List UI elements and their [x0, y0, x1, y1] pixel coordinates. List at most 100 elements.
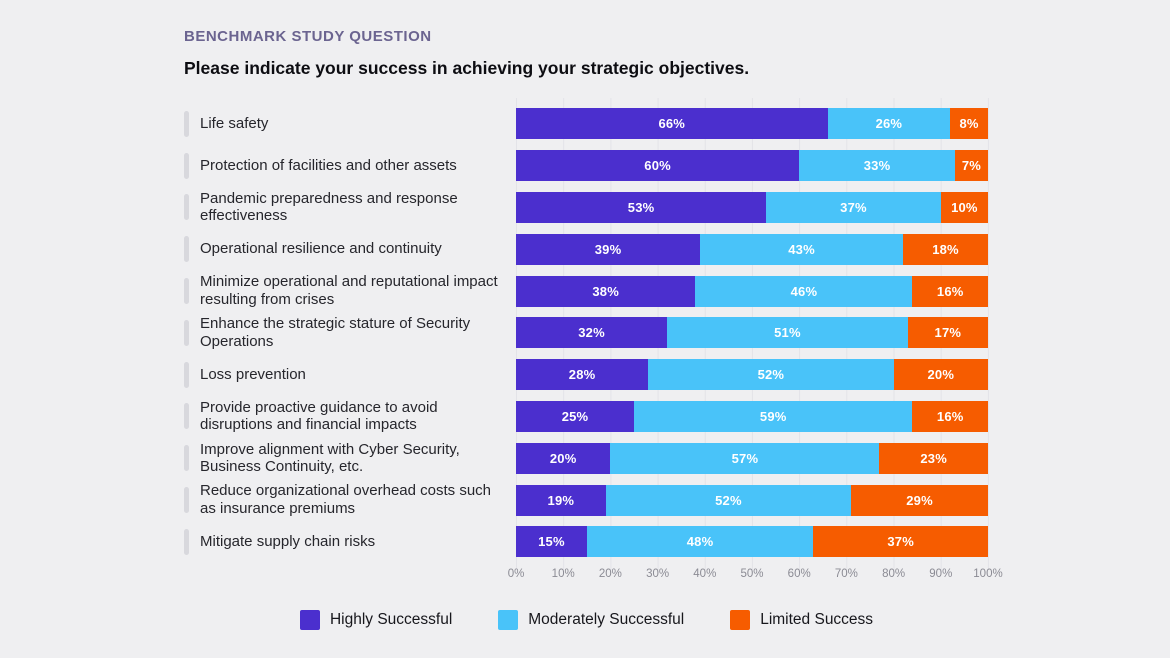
- chart-row: Life safety 66% 26% 8%: [184, 103, 989, 145]
- bar-value-label: 20%: [927, 367, 955, 383]
- bar-value-label: 46%: [790, 283, 818, 299]
- bar-value-label: 52%: [715, 492, 742, 508]
- bar-segment-limited-success: 16%: [912, 400, 988, 432]
- bar-track: 39% 43% 18%: [516, 233, 988, 265]
- eyebrow-label: BENCHMARK STUDY QUESTION: [184, 28, 432, 45]
- legend-label: Limited Success: [760, 610, 874, 628]
- chart-row: Loss prevention 28% 52% 20%: [184, 354, 989, 396]
- chart-row: Mitigate supply chain risks 15% 48% 37%: [184, 521, 989, 563]
- bar-value-label: 39%: [594, 241, 622, 257]
- bar-segment-highly-successful: 66%: [516, 108, 828, 140]
- chart-legend: Highly Successful Moderately Successful Li…: [184, 609, 989, 630]
- x-axis-tick: 0%: [507, 567, 525, 580]
- x-axis-tick: 40%: [693, 567, 717, 580]
- chart-row: Provide proactive guidance to avoid disr…: [184, 396, 989, 438]
- bar-value-label: 19%: [547, 492, 575, 508]
- bar-value-label: 18%: [932, 241, 959, 257]
- category-label-wrap: Life safety: [184, 110, 516, 137]
- bar-value-label: 17%: [934, 325, 962, 341]
- legend-item-moderately-successful: Moderately Successful: [498, 609, 685, 630]
- bar-track: 32% 51% 17%: [516, 317, 988, 349]
- category-label: Enhance the strategic stature of Securit…: [200, 315, 471, 350]
- bar-value-label: 23%: [920, 450, 947, 466]
- x-axis-tick: 20%: [598, 567, 622, 580]
- bar-segment-highly-successful: 15%: [516, 526, 587, 558]
- bar-segment-limited-success: 37%: [813, 526, 988, 558]
- bar-segment-limited-success: 17%: [907, 317, 988, 349]
- bar-segment-moderately-successful: 52%: [648, 359, 894, 391]
- bar-segment-moderately-successful: 26%: [827, 108, 951, 140]
- category-accent-bar: [184, 278, 189, 305]
- bar-segment-moderately-successful: 59%: [634, 400, 913, 432]
- category-label-wrap: Reduce organizational overhead costs suc…: [184, 482, 516, 517]
- category-label-wrap: Loss prevention: [184, 361, 516, 388]
- category-label: Protection of facilities and other asset…: [200, 156, 457, 174]
- category-label: Minimize operational and reputational im…: [200, 273, 498, 309]
- category-label-wrap: Protection of facilities and other asset…: [184, 152, 516, 179]
- bar-segment-moderately-successful: 48%: [586, 526, 814, 558]
- x-axis-tick: 60%: [787, 567, 811, 580]
- bar-value-label: 37%: [887, 534, 914, 550]
- bar-segment-moderately-successful: 57%: [610, 442, 880, 474]
- bar-value-label: 52%: [757, 367, 785, 383]
- category-accent-bar: [184, 487, 189, 514]
- bar-value-label: 15%: [538, 534, 565, 550]
- bar-value-label: 37%: [840, 199, 867, 215]
- bar-segment-limited-success: 8%: [950, 108, 988, 140]
- category-accent-bar: [184, 152, 189, 179]
- bar-segment-highly-successful: 25%: [516, 400, 634, 432]
- bar-value-label: 60%: [644, 158, 671, 174]
- category-label: Reduce organizational overhead costs suc…: [200, 482, 492, 518]
- chart-row: Reduce organizational overhead costs suc…: [184, 479, 989, 521]
- bar-segment-limited-success: 7%: [954, 150, 988, 182]
- bar-value-label: 16%: [936, 283, 964, 299]
- bar-segment-highly-successful: 19%: [516, 484, 606, 516]
- bar-value-label: 33%: [863, 158, 891, 174]
- category-accent-bar: [184, 528, 189, 555]
- bar-value-label: 8%: [959, 116, 979, 132]
- category-label-wrap: Operational resilience and continuity: [184, 236, 516, 263]
- bar-value-label: 20%: [549, 450, 577, 466]
- bar-segment-highly-successful: 20%: [516, 442, 611, 474]
- category-label-wrap: Mitigate supply chain risks: [184, 528, 516, 555]
- category-label: Operational resilience and continuity: [200, 240, 442, 258]
- bar-value-label: 51%: [774, 325, 801, 341]
- bar-segment-limited-success: 29%: [851, 484, 988, 516]
- bar-track: 66% 26% 8%: [516, 108, 988, 140]
- bar-segment-moderately-successful: 43%: [700, 233, 904, 265]
- bar-value-label: 38%: [592, 283, 619, 299]
- bar-track: 25% 59% 16%: [516, 400, 988, 432]
- bar-segment-highly-successful: 38%: [516, 275, 696, 307]
- category-label: Pandemic preparedness and response effec…: [200, 189, 458, 225]
- x-axis-tick: 90%: [929, 567, 953, 580]
- bar-value-label: 28%: [568, 367, 596, 383]
- legend-label: Moderately Successful: [528, 610, 685, 628]
- x-axis-tick: 70%: [834, 567, 858, 580]
- chart-row: Improve alignment with Cyber Security, B…: [184, 437, 989, 479]
- bar-track: 20% 57% 23%: [516, 442, 988, 474]
- bar-value-label: 66%: [658, 116, 686, 132]
- x-axis-tick: 100%: [973, 567, 1003, 580]
- bar-value-label: 29%: [906, 492, 933, 508]
- bar-segment-limited-success: 20%: [893, 359, 988, 391]
- bar-track: 15% 48% 37%: [516, 526, 988, 558]
- bar-track: 19% 52% 29%: [516, 484, 988, 516]
- bar-value-label: 53%: [627, 199, 655, 215]
- category-label-wrap: Minimize operational and reputational im…: [184, 273, 516, 308]
- bar-segment-limited-success: 16%: [912, 275, 988, 307]
- category-accent-bar: [184, 445, 189, 472]
- legend-item-limited-success: Limited Success: [730, 609, 874, 630]
- page-title: Please indicate your success in achievin…: [184, 58, 750, 78]
- bar-value-label: 7%: [961, 158, 982, 174]
- legend-swatch-moderately-successful: [498, 609, 519, 630]
- category-label: Mitigate supply chain risks: [200, 533, 376, 551]
- bar-segment-limited-success: 23%: [879, 442, 988, 474]
- bar-value-label: 16%: [936, 408, 964, 424]
- category-label: Life safety: [200, 115, 269, 133]
- bar-segment-highly-successful: 53%: [516, 191, 767, 223]
- bar-value-label: 57%: [731, 450, 759, 466]
- bar-segment-moderately-successful: 33%: [799, 150, 955, 182]
- bar-value-label: 43%: [788, 241, 815, 257]
- legend-label: Highly Successful: [329, 610, 453, 628]
- category-label: Improve alignment with Cyber Security, B…: [200, 440, 460, 476]
